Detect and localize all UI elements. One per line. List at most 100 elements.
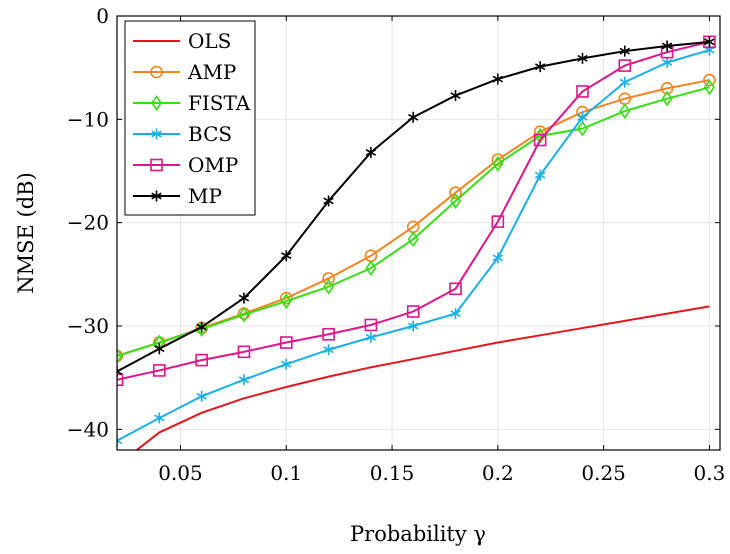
marker-stroke — [196, 323, 207, 331]
marker-stroke — [151, 192, 162, 200]
marker-stroke — [196, 392, 207, 400]
marker-stroke — [238, 294, 250, 302]
marker-stroke — [534, 63, 546, 71]
data-point-omp — [153, 364, 166, 377]
y-tick-label: 0 — [96, 4, 109, 28]
legend-item-bcs: BCS — [133, 122, 232, 146]
y-tick-label: −30 — [67, 314, 109, 338]
data-point-mp — [619, 45, 630, 57]
legend-item-amp: AMP — [133, 60, 236, 84]
data-point-bcs — [365, 331, 377, 343]
data-point-mp — [408, 111, 419, 123]
marker-stroke — [154, 414, 165, 422]
legend-marker-fista — [150, 95, 163, 111]
legend-marker-bcs — [151, 128, 162, 140]
legend-label-omp: OMP — [188, 153, 238, 177]
data-point-amp — [533, 125, 547, 139]
data-point-fista — [703, 79, 715, 96]
series-layer — [117, 35, 716, 450]
data-point-fista — [576, 120, 589, 137]
data-point-fista — [196, 321, 208, 337]
marker-stroke — [661, 42, 673, 50]
data-point-fista — [238, 306, 250, 323]
marker-stroke — [450, 92, 461, 100]
marker-stroke — [492, 75, 504, 83]
data-point-amp — [279, 291, 293, 305]
marker-stroke — [365, 148, 377, 156]
data-point-omp — [491, 215, 505, 228]
data-point-omp — [237, 345, 251, 359]
x-tick-label: 0.15 — [370, 461, 415, 485]
data-point-fista — [449, 193, 462, 209]
data-point-omp — [449, 282, 462, 296]
data-point-mp — [196, 321, 207, 333]
legend-marker-omp — [150, 158, 163, 172]
marker-stroke — [704, 46, 715, 54]
data-point-mp — [281, 250, 292, 262]
marker-stroke — [151, 130, 162, 138]
data-point-bcs — [577, 111, 588, 123]
marker-stroke — [408, 113, 419, 121]
legend-marker-amp — [150, 65, 163, 79]
data-point-fista — [492, 155, 504, 172]
marker-stroke — [492, 254, 504, 262]
data-point-fista — [323, 278, 335, 295]
series-line-omp — [117, 40, 710, 381]
series-fista — [117, 79, 715, 364]
marker-stroke — [117, 368, 123, 373]
legend-item-ols: OLS — [133, 29, 231, 53]
marker-stroke — [577, 113, 588, 121]
legend-item-omp: OMP — [133, 153, 238, 177]
data-point-mp — [450, 90, 461, 102]
data-point-bcs — [534, 169, 546, 181]
marker-stroke — [117, 370, 123, 375]
marker-stroke — [534, 171, 546, 179]
plot-frame — [116, 15, 721, 451]
data-point-bcs — [196, 390, 207, 402]
series-line-fista — [117, 86, 710, 357]
legend-box — [124, 20, 256, 216]
data-point-omp — [322, 327, 335, 341]
marker-stroke — [117, 439, 123, 445]
marker-stroke — [238, 376, 250, 384]
data-point-omp — [576, 85, 589, 98]
data-point-mp — [117, 365, 123, 377]
marker-stroke — [323, 197, 334, 205]
data-point-bcs — [619, 76, 630, 88]
x-tick-label: 0.05 — [158, 461, 203, 485]
marker-stroke — [281, 252, 292, 260]
marker-stroke — [704, 38, 715, 46]
data-point-bcs — [154, 412, 165, 424]
data-point-omp — [364, 318, 378, 332]
legend-item-mp: MP — [133, 184, 222, 208]
x-axis-label: Probability γ — [350, 522, 486, 546]
marker-stroke — [619, 78, 630, 86]
data-point-fista — [661, 90, 673, 107]
marker-stroke — [154, 345, 165, 353]
data-point-omp — [618, 59, 632, 72]
data-point-fista — [619, 103, 631, 119]
series-line-ols — [135, 305, 710, 450]
data-point-bcs — [492, 252, 504, 264]
marker-stroke — [577, 54, 588, 62]
data-point-amp — [322, 272, 335, 285]
data-point-mp — [534, 61, 546, 73]
legend: OLS AMP FISTA BCS OMP MP — [124, 20, 256, 216]
series-ols — [135, 305, 710, 450]
data-point-amp — [449, 186, 462, 199]
data-point-bcs — [661, 57, 673, 68]
y-tick-label: −10 — [67, 107, 109, 131]
y-tick-label: −40 — [67, 417, 109, 441]
legend-label-mp: MP — [188, 184, 222, 208]
data-point-amp — [703, 73, 716, 87]
marker-stroke — [281, 360, 292, 368]
data-point-mp — [323, 195, 334, 207]
legend-label-ols: OLS — [188, 29, 231, 53]
marker-stroke — [450, 310, 461, 318]
x-tick-label: 0.2 — [482, 461, 514, 485]
data-point-fista — [534, 127, 546, 144]
legend-label-fista: FISTA — [188, 91, 251, 115]
data-point-omp — [533, 133, 547, 147]
data-point-mp — [154, 343, 165, 355]
